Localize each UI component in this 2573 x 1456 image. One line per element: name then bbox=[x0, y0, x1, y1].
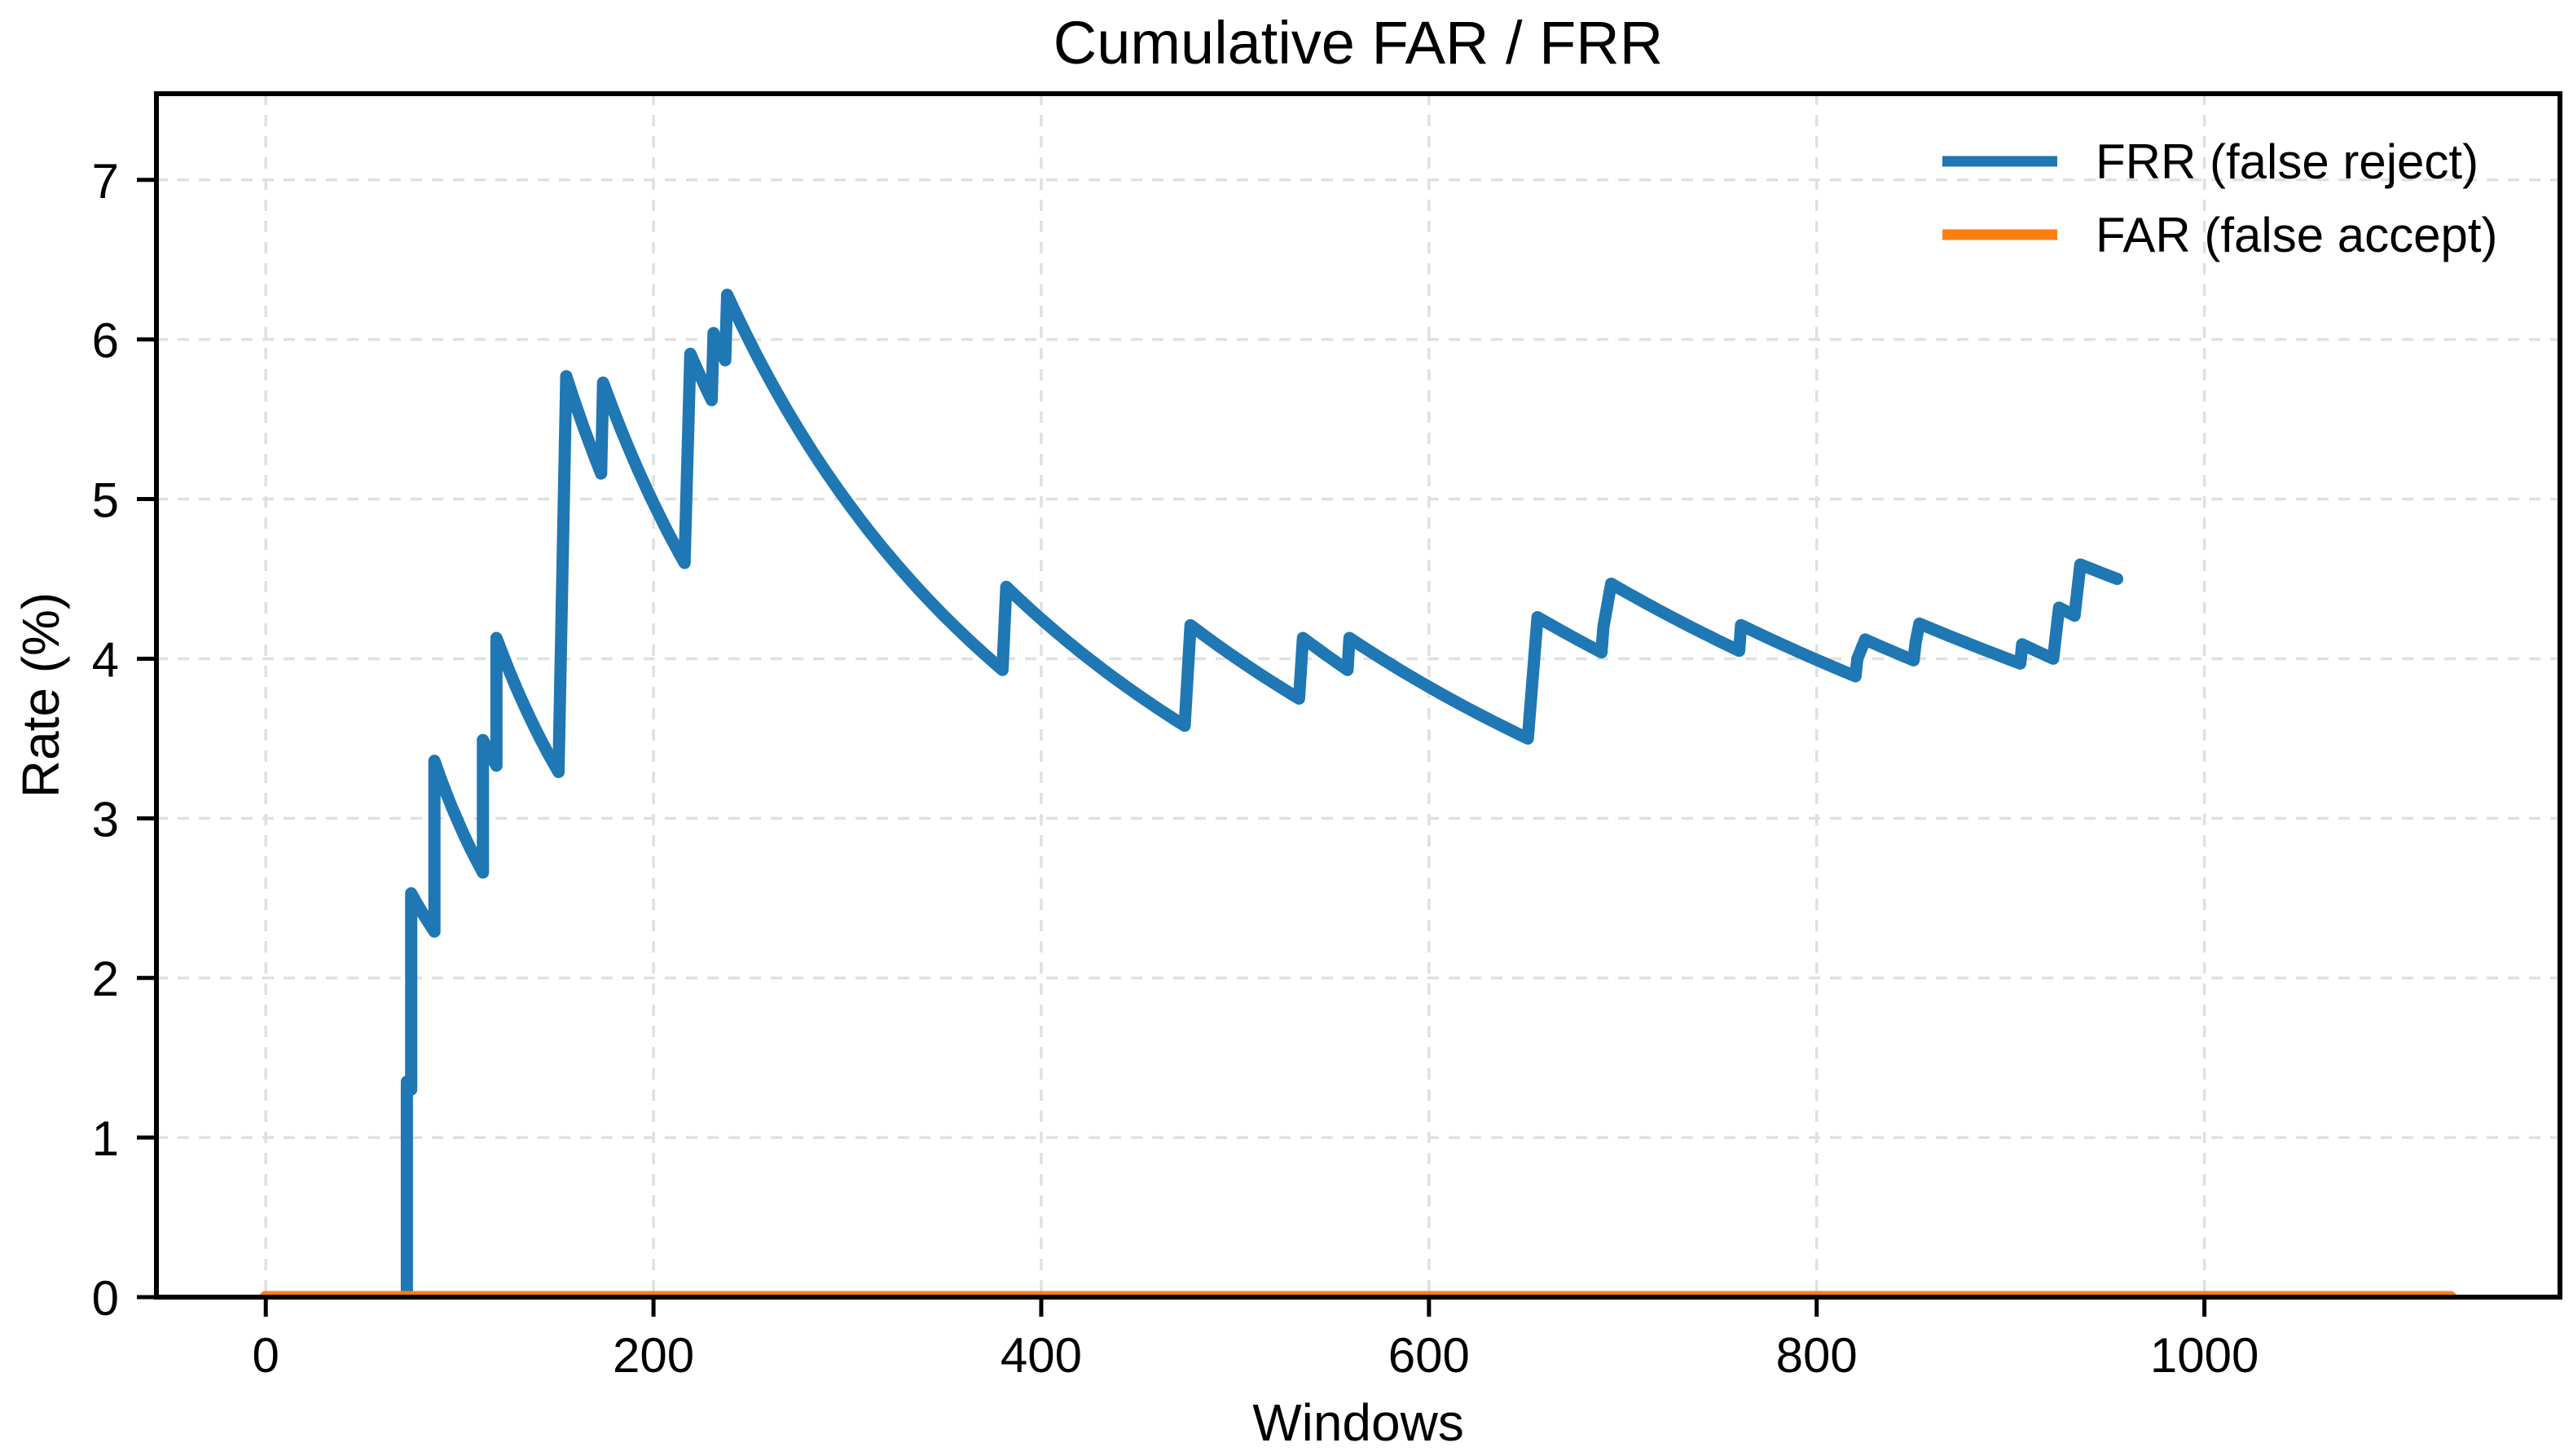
y-tick-label: 6 bbox=[92, 314, 119, 368]
y-tick-label: 2 bbox=[92, 952, 119, 1006]
x-tick-label: 400 bbox=[1001, 1328, 1082, 1383]
legend-frr-label: FRR (false reject) bbox=[2096, 134, 2478, 189]
y-tick-label: 1 bbox=[92, 1111, 119, 1166]
y-tick-label: 5 bbox=[92, 473, 119, 528]
y-tick-label: 7 bbox=[92, 154, 119, 209]
axes-frame bbox=[154, 91, 2562, 1300]
x-axis-ticks: 0 200 400 600 800 1000 bbox=[253, 1297, 2259, 1383]
x-axis-label: Windows bbox=[1252, 1393, 1464, 1452]
x-tick-label: 200 bbox=[613, 1328, 694, 1383]
plot-area bbox=[259, 288, 2457, 1297]
x-tick-label: 600 bbox=[1388, 1328, 1470, 1383]
x-tick-label: 1000 bbox=[2150, 1328, 2259, 1383]
x-tick-label: 0 bbox=[253, 1328, 279, 1383]
y-axis-ticks: 0 1 2 3 4 5 6 7 bbox=[92, 154, 156, 1326]
frr-line bbox=[259, 288, 2123, 1297]
x-tick-label: 800 bbox=[1776, 1328, 1858, 1383]
y-tick-label: 0 bbox=[92, 1271, 119, 1326]
chart-title: Cumulative FAR / FRR bbox=[1053, 9, 1663, 77]
legend: FRR (false reject) FAR (false accept) bbox=[1942, 134, 2498, 262]
legend-far-label: FAR (false accept) bbox=[2096, 208, 2498, 262]
y-tick-label: 3 bbox=[92, 792, 119, 847]
y-axis-label: Rate (%) bbox=[11, 592, 70, 798]
grid-lines bbox=[156, 94, 2560, 1299]
y-tick-label: 4 bbox=[92, 632, 119, 687]
